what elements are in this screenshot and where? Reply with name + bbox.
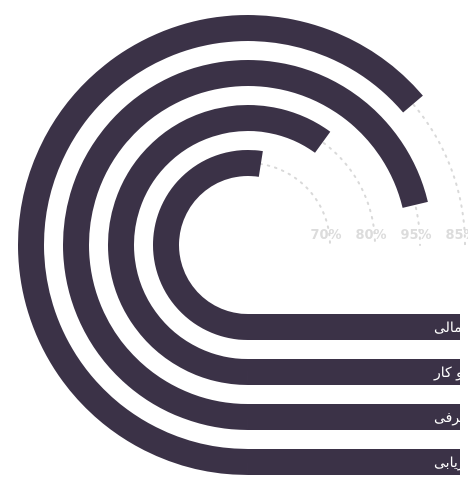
bar-base-4: [248, 449, 460, 475]
bar-group-1: خدمات مالی 70%: [153, 150, 468, 340]
bar-group-4: مدیریت بازاریابی 85%: [18, 15, 468, 475]
bar-group-3: محصول مصرفی 95%: [63, 60, 468, 430]
bar-base-3: [248, 404, 460, 430]
bar-arc-3: [63, 60, 428, 430]
bar-group-2: خدمات کسب و کار 80%: [108, 105, 468, 385]
value-label-2: 80%: [355, 228, 386, 243]
bar-arc-1: [153, 150, 263, 340]
category-label-3: محصول مصرفی: [434, 410, 468, 426]
value-label-4: 85%: [445, 228, 468, 243]
bar-base-1: [248, 314, 460, 340]
bar-arc-4: [18, 15, 423, 475]
value-label-1: 70%: [310, 228, 341, 243]
category-label-2: خدمات کسب و کار: [433, 365, 468, 381]
bar-arc-2: [108, 105, 331, 385]
category-label-4: مدیریت بازاریابی: [434, 455, 468, 471]
category-label-1: خدمات مالی: [434, 320, 468, 336]
bar-base-2: [248, 359, 460, 385]
value-label-3: 95%: [400, 228, 431, 243]
